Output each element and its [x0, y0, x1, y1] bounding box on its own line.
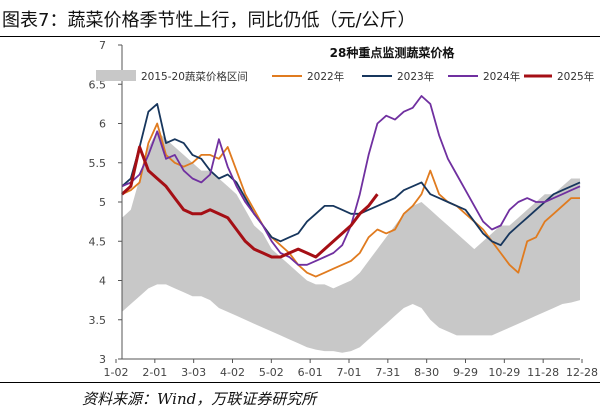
x-tick-label: 1-02 — [104, 366, 129, 379]
legend-label: 2025年 — [557, 70, 594, 83]
chart-container: 3 3.5 4 4.5 5 5.5 6 6.5 7 1-02 2-01 3-03 4-02 5-02 6-0… — [0, 37, 600, 382]
x-tick-label: 7-01 — [337, 366, 362, 379]
y-tick-label: 4 — [99, 275, 106, 288]
series-line-2023年 — [121, 103, 581, 247]
y-tick-label: 6 — [99, 118, 106, 131]
x-tick-label: 6-01 — [298, 366, 323, 379]
x-tick-label: 8-30 — [414, 366, 439, 379]
figure-title: 图表7：蔬菜价格季节性上行，同比仍低（元/公斤） — [2, 10, 416, 31]
band-layer — [122, 131, 580, 353]
legend-label: 2022年 — [307, 70, 344, 83]
x-tick-label: 7-31 — [375, 366, 400, 379]
x-tick-label: 12-28 — [566, 366, 598, 379]
y-tick-label: 3 — [99, 353, 106, 366]
legend-swatch-band — [96, 70, 136, 81]
x-tick-label: 2-01 — [142, 366, 167, 379]
series-line-2025年 — [120, 145, 379, 259]
y-tick-label: 7 — [99, 39, 106, 52]
y-tick-label: 4.5 — [89, 235, 107, 248]
x-tick-label: 10-29 — [488, 366, 520, 379]
axis-layer: 3 3.5 4 4.5 5 5.5 6 6.5 7 1-02 2-01 3-03 4-02 5-02 6-0… — [89, 39, 598, 379]
series-layer — [120, 95, 581, 278]
legend: 2015-20蔬菜价格区间 2022年 2023年 2024年 2025年 — [96, 70, 594, 83]
bottom-rule — [0, 382, 600, 383]
chart-svg: 3 3.5 4 4.5 5 5.5 6 6.5 7 1-02 2-01 3-03 4-02 5-02 6-0… — [89, 39, 598, 379]
figure-title-bar: 图表7：蔬菜价格季节性上行，同比仍低（元/公斤） — [0, 0, 600, 36]
title-rule — [0, 36, 600, 37]
y-tick-label: 5.5 — [89, 157, 107, 170]
chart-title: 28种重点监测蔬菜价格 — [330, 45, 456, 60]
range-band-area — [122, 131, 580, 353]
y-tick-label: 5 — [99, 196, 106, 209]
legend-label: 2024年 — [483, 70, 520, 83]
x-tick-label: 3-03 — [181, 366, 206, 379]
x-tick-label: 11-28 — [527, 366, 559, 379]
x-tick-label: 9-29 — [453, 366, 478, 379]
x-tick-label: 4-02 — [220, 366, 245, 379]
y-tick-label: 3.5 — [89, 314, 107, 327]
y-tick-label: 6.5 — [89, 78, 107, 91]
source-note: 资料来源：Wind，万联证券研究所 — [82, 390, 317, 408]
x-tick-label: 5-02 — [259, 366, 284, 379]
legend-label: 2023年 — [397, 70, 434, 83]
legend-label: 2015-20蔬菜价格区间 — [141, 70, 248, 83]
